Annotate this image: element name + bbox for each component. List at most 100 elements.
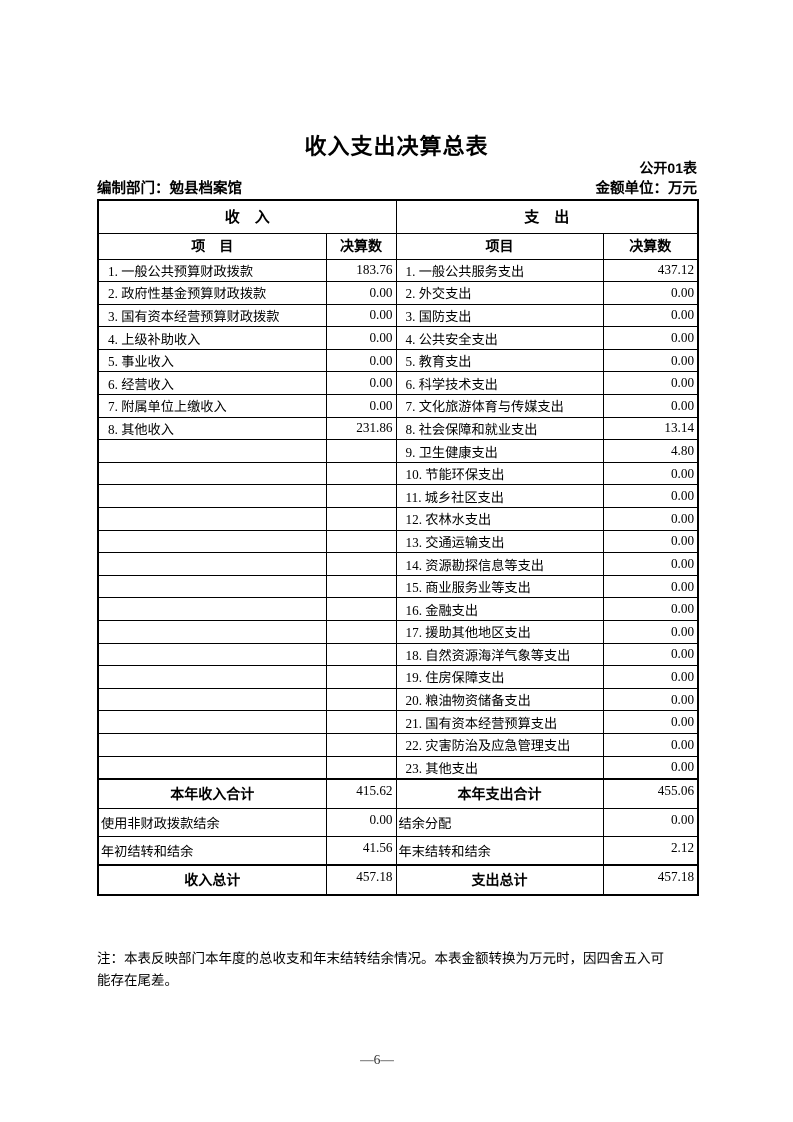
income-value-cell: 0.00 (325, 348, 397, 373)
expense-item-cell: 15. 商业服务业等支出 (395, 574, 604, 599)
expense-value-cell: 0.00 (602, 281, 699, 305)
income-item-cell (97, 710, 327, 734)
income-item-cell: 1. 一般公共预算财政拨款 (97, 258, 327, 283)
expense-item-cell: 22. 灾害防治及应急管理支出 (395, 732, 604, 757)
table-row: 19. 住房保障支出 0.00 (97, 665, 699, 689)
table-row: 15. 商业服务业等支出 0.00 (97, 574, 699, 599)
table-row: 11. 城乡社区支出 0.00 (97, 484, 699, 509)
income-value-cell: 183.76 (325, 258, 397, 283)
table-row: 7. 附属单位上缴收入 0.00 7. 文化旅游体育与传媒支出 0.00 (97, 394, 699, 418)
expense-value-cell: 437.12 (602, 258, 699, 283)
expense-value-cell: 0.00 (602, 665, 699, 689)
income-value-cell (325, 507, 397, 531)
expense-item-cell: 21. 国有资本经营预算支出 (395, 710, 604, 734)
income-value-cell (325, 710, 397, 734)
income-item-cell: 8. 其他收入 (97, 416, 327, 441)
summary-row: 收入总计 457.18 支出总计 457.18 (97, 863, 699, 896)
income-item-cell (97, 552, 327, 576)
income-item-cell (97, 507, 327, 531)
expense-item-cell: 2. 外交支出 (395, 281, 604, 305)
expense-value-cell: 0.00 (602, 755, 699, 780)
expense-item-cell: 13. 交通运输支出 (395, 529, 604, 554)
income-value-cell (325, 461, 397, 486)
income-value-cell (325, 642, 397, 667)
expense-value-cell: 0.00 (602, 507, 699, 531)
expense-value-cell: 4.80 (602, 439, 699, 463)
table-row: 6. 经营收入 0.00 6. 科学技术支出 0.00 (97, 371, 699, 396)
summary-left-value: 415.62 (325, 777, 397, 810)
income-item-cell (97, 529, 327, 554)
prepared-by-label: 编制部门：勉县档案馆 (97, 181, 242, 197)
expense-value-cell: 0.00 (602, 642, 699, 667)
expense-value-cell: 0.00 (602, 552, 699, 576)
expense-item-cell: 1. 一般公共服务支出 (395, 258, 604, 283)
expense-value-cell: 0.00 (602, 620, 699, 644)
expense-value-cell: 13.14 (602, 416, 699, 441)
income-section-header: 收 入 (97, 199, 397, 234)
expense-value-cell: 0.00 (602, 461, 699, 486)
expense-item-cell: 5. 教育支出 (395, 348, 604, 373)
expense-item-cell: 19. 住房保障支出 (395, 665, 604, 689)
summary-row: 年初结转和结余 41.56 年末结转和结余 2.12 (97, 836, 699, 866)
income-item-cell: 4. 上级补助收入 (97, 326, 327, 350)
unit-label: 金额单位：万元 (595, 181, 698, 197)
income-value-cell: 0.00 (325, 394, 397, 418)
expense-item-cell: 3. 国防支出 (395, 303, 604, 328)
summary-row: 使用非财政拨款结余 0.00 结余分配 0.00 (97, 808, 699, 838)
section-header-row: 收 入 支 出 (97, 199, 699, 234)
table-row: 17. 援助其他地区支出 0.00 (97, 620, 699, 644)
table-row: 14. 资源勘探信息等支出 0.00 (97, 552, 699, 576)
table-code-label: 公开01表 (639, 160, 697, 176)
table-row: 16. 金融支出 0.00 (97, 597, 699, 621)
summary-right-value: 2.12 (602, 836, 699, 866)
table-row: 18. 自然资源海洋气象等支出 0.00 (97, 642, 699, 667)
expense-item-cell: 6. 科学技术支出 (395, 371, 604, 396)
income-item-cell (97, 665, 327, 689)
income-item-cell (97, 461, 327, 486)
summary-right-label: 年末结转和结余 (395, 836, 604, 866)
expense-item-cell: 10. 节能环保支出 (395, 461, 604, 486)
income-item-cell (97, 642, 327, 667)
income-value-cell: 231.86 (325, 416, 397, 441)
income-value-cell: 0.00 (325, 281, 397, 305)
expense-item-cell: 18. 自然资源海洋气象等支出 (395, 642, 604, 667)
summary-left-label: 本年收入合计 (97, 777, 327, 810)
table-row: 3. 国有资本经营预算财政拨款 0.00 3. 国防支出 0.00 (97, 303, 699, 328)
expense-value-cell: 0.00 (602, 710, 699, 734)
expense-item-cell: 17. 援助其他地区支出 (395, 620, 604, 644)
income-value-cell: 0.00 (325, 326, 397, 350)
income-item-cell: 3. 国有资本经营预算财政拨款 (97, 303, 327, 328)
income-item-cell (97, 755, 327, 780)
expense-value-cell: 0.00 (602, 574, 699, 599)
table-row: 9. 卫生健康支出 4.80 (97, 439, 699, 463)
summary-left-value: 41.56 (325, 836, 397, 866)
income-value-cell (325, 484, 397, 509)
table-row: 23. 其他支出 0.00 (97, 755, 699, 780)
income-item-cell (97, 687, 327, 712)
footnote: 注：本表反映部门本年度的总收支和年末结转结余情况。本表金额转换为万元时，因四舍五… (97, 951, 664, 988)
income-value-cell (325, 552, 397, 576)
expense-value-cell: 0.00 (602, 732, 699, 757)
summary-left-label: 收入总计 (97, 863, 327, 896)
summary-right-label: 支出总计 (395, 863, 604, 896)
expense-value-cell: 0.00 (602, 348, 699, 373)
summary-left-value: 0.00 (325, 808, 397, 838)
table-row: 12. 农林水支出 0.00 (97, 507, 699, 531)
income-value-cell (325, 574, 397, 599)
expense-value-cell: 0.00 (602, 687, 699, 712)
income-item-cell (97, 597, 327, 621)
expense-item-cell: 7. 文化旅游体育与传媒支出 (395, 394, 604, 418)
column-header-row: 项 目 决算数 项目 决算数 (97, 232, 699, 260)
expense-section-header: 支 出 (395, 199, 699, 234)
expense-value-cell: 0.00 (602, 303, 699, 328)
page-title: 收入支出决算总表 (304, 134, 489, 159)
expense-value-header: 决算数 (602, 232, 699, 260)
income-value-cell (325, 755, 397, 780)
income-value-cell (325, 732, 397, 757)
table-row: 5. 事业收入 0.00 5. 教育支出 0.00 (97, 348, 699, 373)
expense-item-cell: 11. 城乡社区支出 (395, 484, 604, 509)
income-item-cell: 7. 附属单位上缴收入 (97, 394, 327, 418)
expense-value-cell: 0.00 (602, 597, 699, 621)
expense-value-cell: 0.00 (602, 529, 699, 554)
